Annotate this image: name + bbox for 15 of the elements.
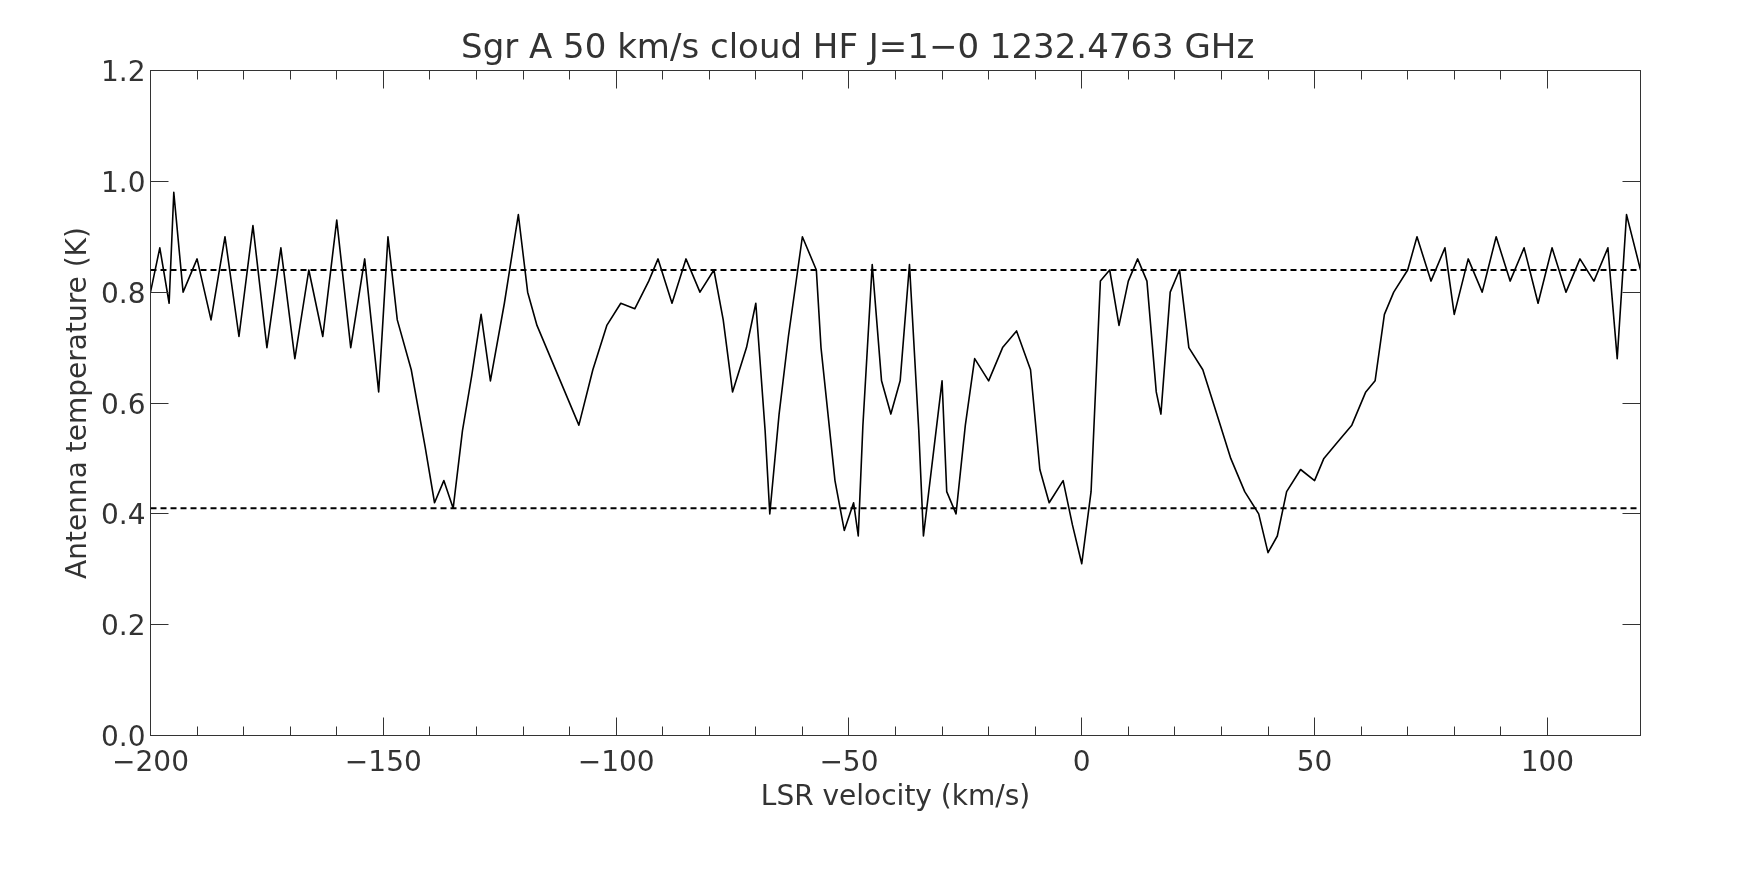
y-tick-label: 1.2: [100, 55, 146, 88]
x-tick-label: −50: [819, 744, 879, 778]
y-tick-label: 1.0: [100, 165, 146, 199]
y-tick-label: 0.2: [100, 609, 146, 643]
x-tick-label: −100: [577, 744, 655, 778]
x-axis-title: LSR velocity (km/s): [760, 778, 1031, 812]
y-tick-label: 0.4: [100, 498, 146, 532]
y-axis-title: Antenna temperature (K): [59, 227, 93, 579]
x-tick-label: −150: [344, 744, 422, 778]
y-tick-label: 0.8: [100, 276, 146, 310]
x-tick-label: 0: [1072, 744, 1091, 778]
y-tick-label: 0.6: [100, 387, 146, 421]
x-tick-label: 50: [1296, 744, 1333, 778]
x-tick-label: 100: [1520, 744, 1575, 778]
chart-title: Sgr A 50 km/s cloud HF J=1−0 1232.4763 GHz: [461, 25, 1255, 66]
